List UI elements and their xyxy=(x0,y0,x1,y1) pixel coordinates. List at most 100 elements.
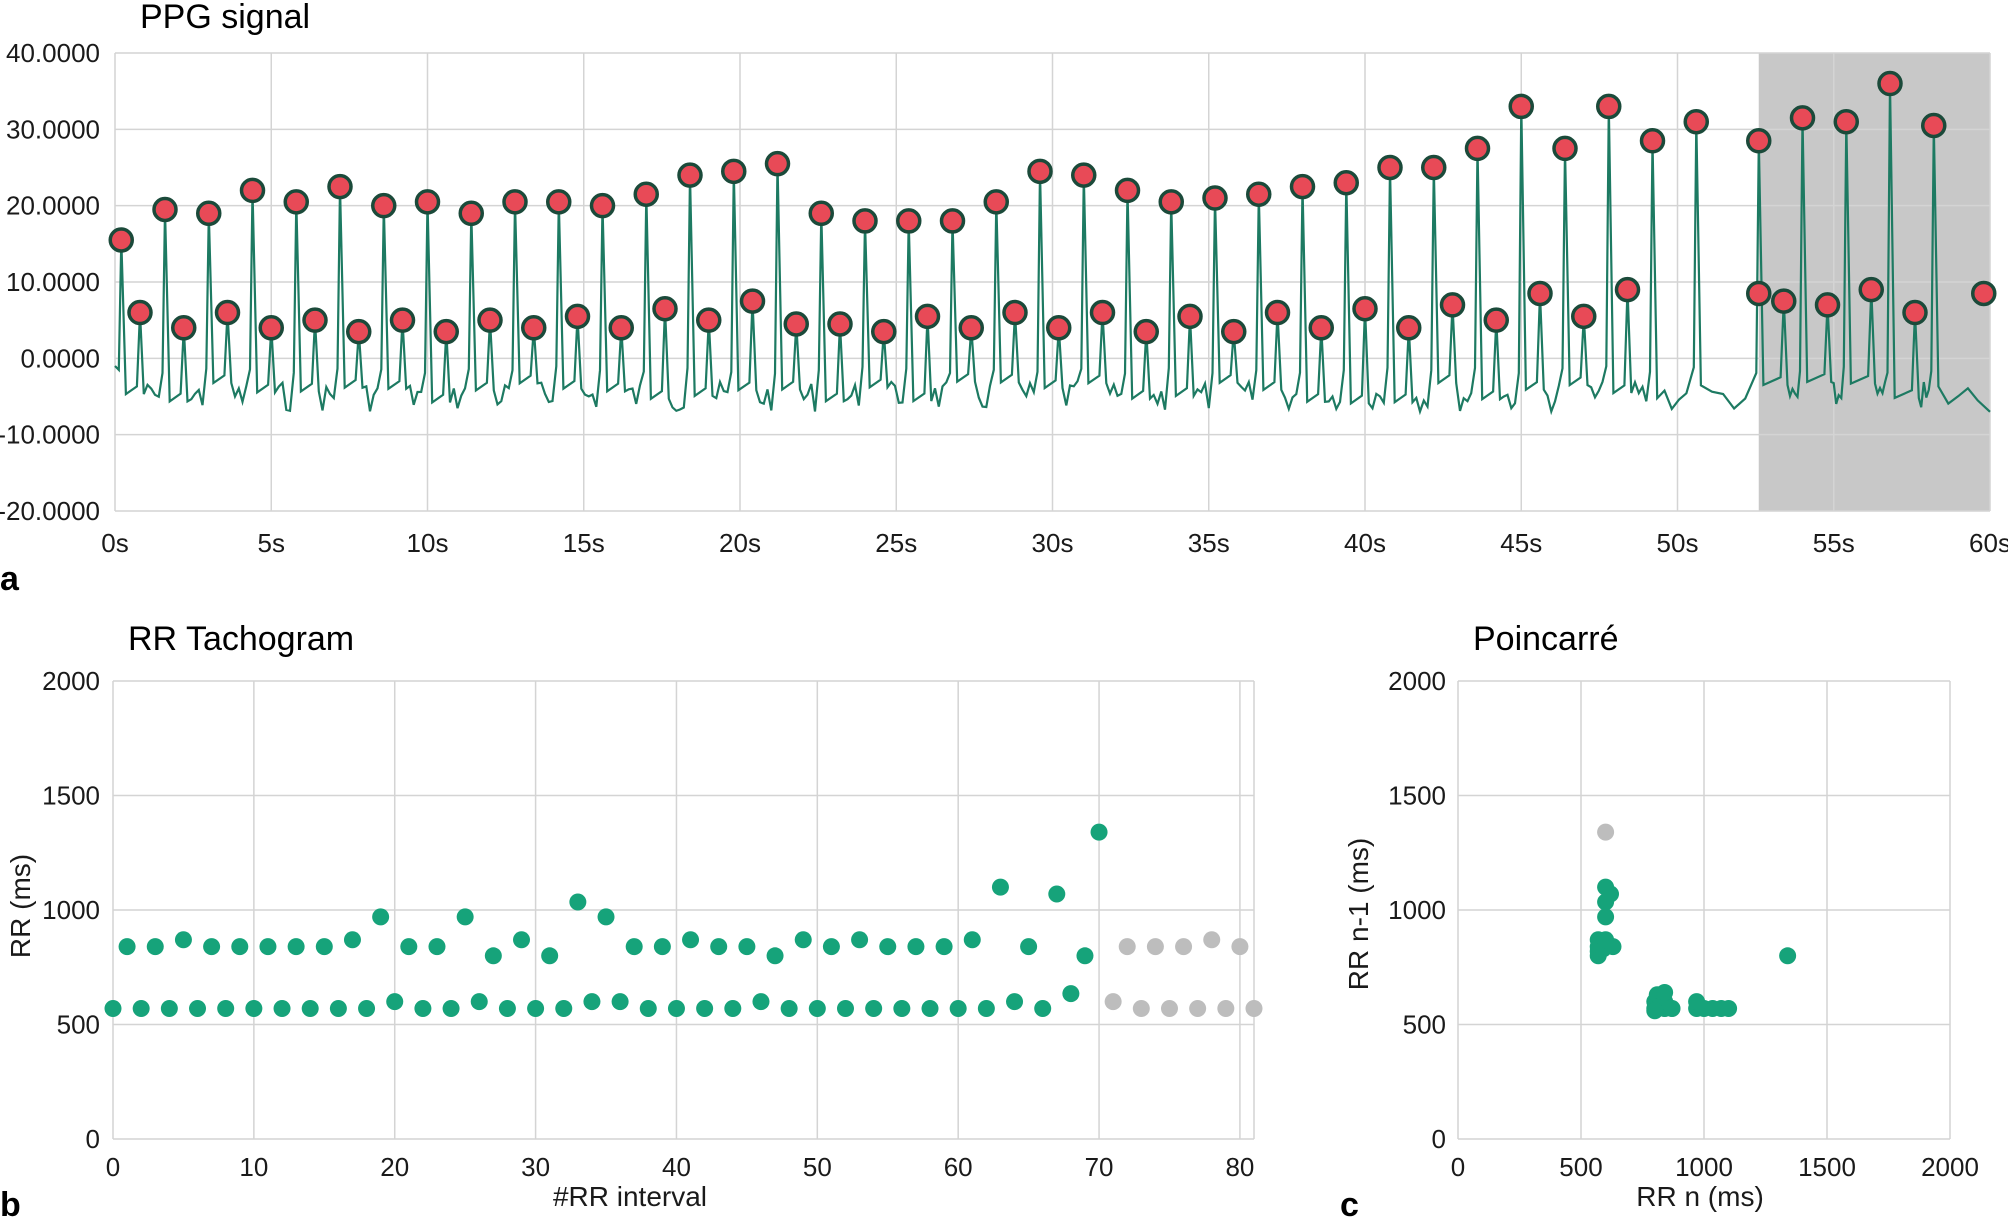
ppg-trough-marker xyxy=(914,303,941,330)
ppg-peak-marker xyxy=(633,181,659,207)
ppg-peak-marker xyxy=(983,189,1009,215)
ppg-peak-marker xyxy=(1877,70,1903,97)
tachogram-point xyxy=(780,999,798,1017)
tachogram-point xyxy=(822,938,840,956)
ppg-xtick-label: 55s xyxy=(1813,528,1855,558)
tachogram-xtick-label: 70 xyxy=(1085,1152,1114,1182)
tachogram-point xyxy=(710,938,728,956)
tachogram-point xyxy=(1217,999,1235,1017)
ppg-peak-markers xyxy=(108,70,1997,345)
tachogram-point xyxy=(372,908,390,926)
tachogram-title: RR Tachogram xyxy=(128,620,354,658)
tachogram-xtick-label: 40 xyxy=(662,1152,691,1182)
tachogram-xtick-label: 20 xyxy=(380,1152,409,1182)
tachogram-xtick-label: 60 xyxy=(944,1152,973,1182)
ppg-trough-marker xyxy=(871,318,897,345)
ppg-trough-marker xyxy=(1089,299,1116,326)
tachogram-point xyxy=(611,993,629,1011)
tachogram-point xyxy=(907,938,925,956)
poincare-xlabel: RR n (ms) xyxy=(1636,1181,1764,1212)
ppg-trough-marker xyxy=(1264,299,1291,326)
poincare-grid xyxy=(1457,680,1951,1140)
tachogram-point xyxy=(893,999,911,1017)
ppg-peak-marker xyxy=(458,200,484,227)
ppg-peak-marker xyxy=(502,189,528,215)
tachogram-point xyxy=(921,999,939,1017)
tachogram-point xyxy=(259,938,277,956)
tachogram-tick-labels: 0 10 20 30 40 50 60 70 80 0 500 1000 1500 2000 xyxy=(42,666,1254,1182)
tachogram-ytick-label: 1500 xyxy=(42,781,100,811)
tachogram-point xyxy=(1076,947,1094,965)
tachogram-point xyxy=(696,999,714,1017)
ppg-trough-marker xyxy=(1046,315,1072,341)
ppg-ytick-label: -10.0000 xyxy=(0,420,100,450)
tachogram-point xyxy=(343,931,361,949)
ppg-peak-marker xyxy=(283,189,309,215)
tachogram-point xyxy=(1160,999,1178,1017)
ppg-peak-marker xyxy=(939,208,966,234)
poincare-ytick-label: 1500 xyxy=(1388,781,1446,811)
tachogram-point xyxy=(287,938,305,956)
ppg-xtick-label: 45s xyxy=(1500,528,1542,558)
tachogram-point xyxy=(569,893,587,911)
tachogram-point xyxy=(991,878,1009,896)
ppg-peak-marker xyxy=(1377,154,1403,181)
ppg-peak-marker xyxy=(1552,135,1578,162)
poincare-point xyxy=(1779,947,1797,965)
ppg-peak-marker xyxy=(1921,112,1947,139)
tachogram-point xyxy=(1020,938,1038,956)
ppg-trough-marker xyxy=(1571,303,1597,330)
tachogram-point xyxy=(1062,985,1080,1003)
poincare-ytick-label: 2000 xyxy=(1388,666,1446,696)
tachogram-point xyxy=(513,931,531,949)
ppg-ytick-label: 30.0000 xyxy=(6,114,100,144)
poincare-point xyxy=(1663,999,1681,1017)
tachogram-point xyxy=(724,999,742,1017)
ppg-xtick-label: 5s xyxy=(258,528,285,558)
ppg-peak-marker xyxy=(108,227,134,253)
ppg-peak-marker xyxy=(1596,93,1622,120)
tachogram-point xyxy=(1090,823,1108,841)
ppg-peak-marker xyxy=(1833,108,1859,135)
poincare-xtick-label: 1000 xyxy=(1675,1152,1733,1182)
tachogram-point xyxy=(738,938,756,956)
ppg-trough-marker xyxy=(1439,292,1466,318)
tachogram-point xyxy=(1132,999,1150,1017)
tachogram-ytick-label: 2000 xyxy=(42,666,100,696)
tachogram-point xyxy=(414,999,432,1017)
ppg-trough-marker xyxy=(1002,299,1028,326)
ppg-trough-marker xyxy=(214,299,241,326)
ppg-peak-marker xyxy=(852,208,878,234)
ppg-peak-marker xyxy=(1683,108,1709,135)
tachogram-point xyxy=(583,993,601,1011)
ppg-peak-marker xyxy=(1508,93,1534,120)
tachogram-point xyxy=(456,908,474,926)
ppg-peak-marker xyxy=(414,189,441,215)
ppg-peak-marker xyxy=(808,200,834,227)
ppg-peak-marker xyxy=(677,162,703,188)
rr-tachogram-chart: 0 10 20 30 40 50 60 70 80 0 500 1000 1500 2000 RR Tac… xyxy=(5,620,1263,1212)
tachogram-xtick-label: 50 xyxy=(803,1152,832,1182)
ppg-xtick-label: 0s xyxy=(101,528,128,558)
tachogram-point xyxy=(1146,938,1164,956)
poincare-xtick-label: 500 xyxy=(1559,1152,1602,1182)
tachogram-point xyxy=(358,999,376,1017)
ppg-trough-marker xyxy=(652,295,678,322)
ppg-trough-marker xyxy=(1971,280,1997,307)
ppg-trough-marker xyxy=(1483,307,1509,333)
tachogram-point xyxy=(1006,993,1024,1011)
ppg-peak-marker xyxy=(1289,173,1316,200)
tachogram-point xyxy=(146,938,164,956)
tachogram-point xyxy=(189,999,207,1017)
ppg-trough-marker xyxy=(302,307,328,333)
tachogram-point xyxy=(766,947,784,965)
tachogram-point xyxy=(1034,999,1052,1017)
tachogram-point xyxy=(386,993,404,1011)
ppg-signal-chart: 0s 5s 10s 15s 20s 25s 30s 35s 40s 45s 50s 55s 60s -20… xyxy=(0,0,2008,558)
ppg-peak-marker xyxy=(1746,128,1772,154)
tachogram-point xyxy=(541,947,559,965)
tachogram-point xyxy=(1048,885,1066,903)
ppg-trough-marker xyxy=(958,315,984,341)
tachogram-ylabel: RR (ms) xyxy=(5,854,36,958)
ppg-trough-marker xyxy=(1814,292,1841,318)
